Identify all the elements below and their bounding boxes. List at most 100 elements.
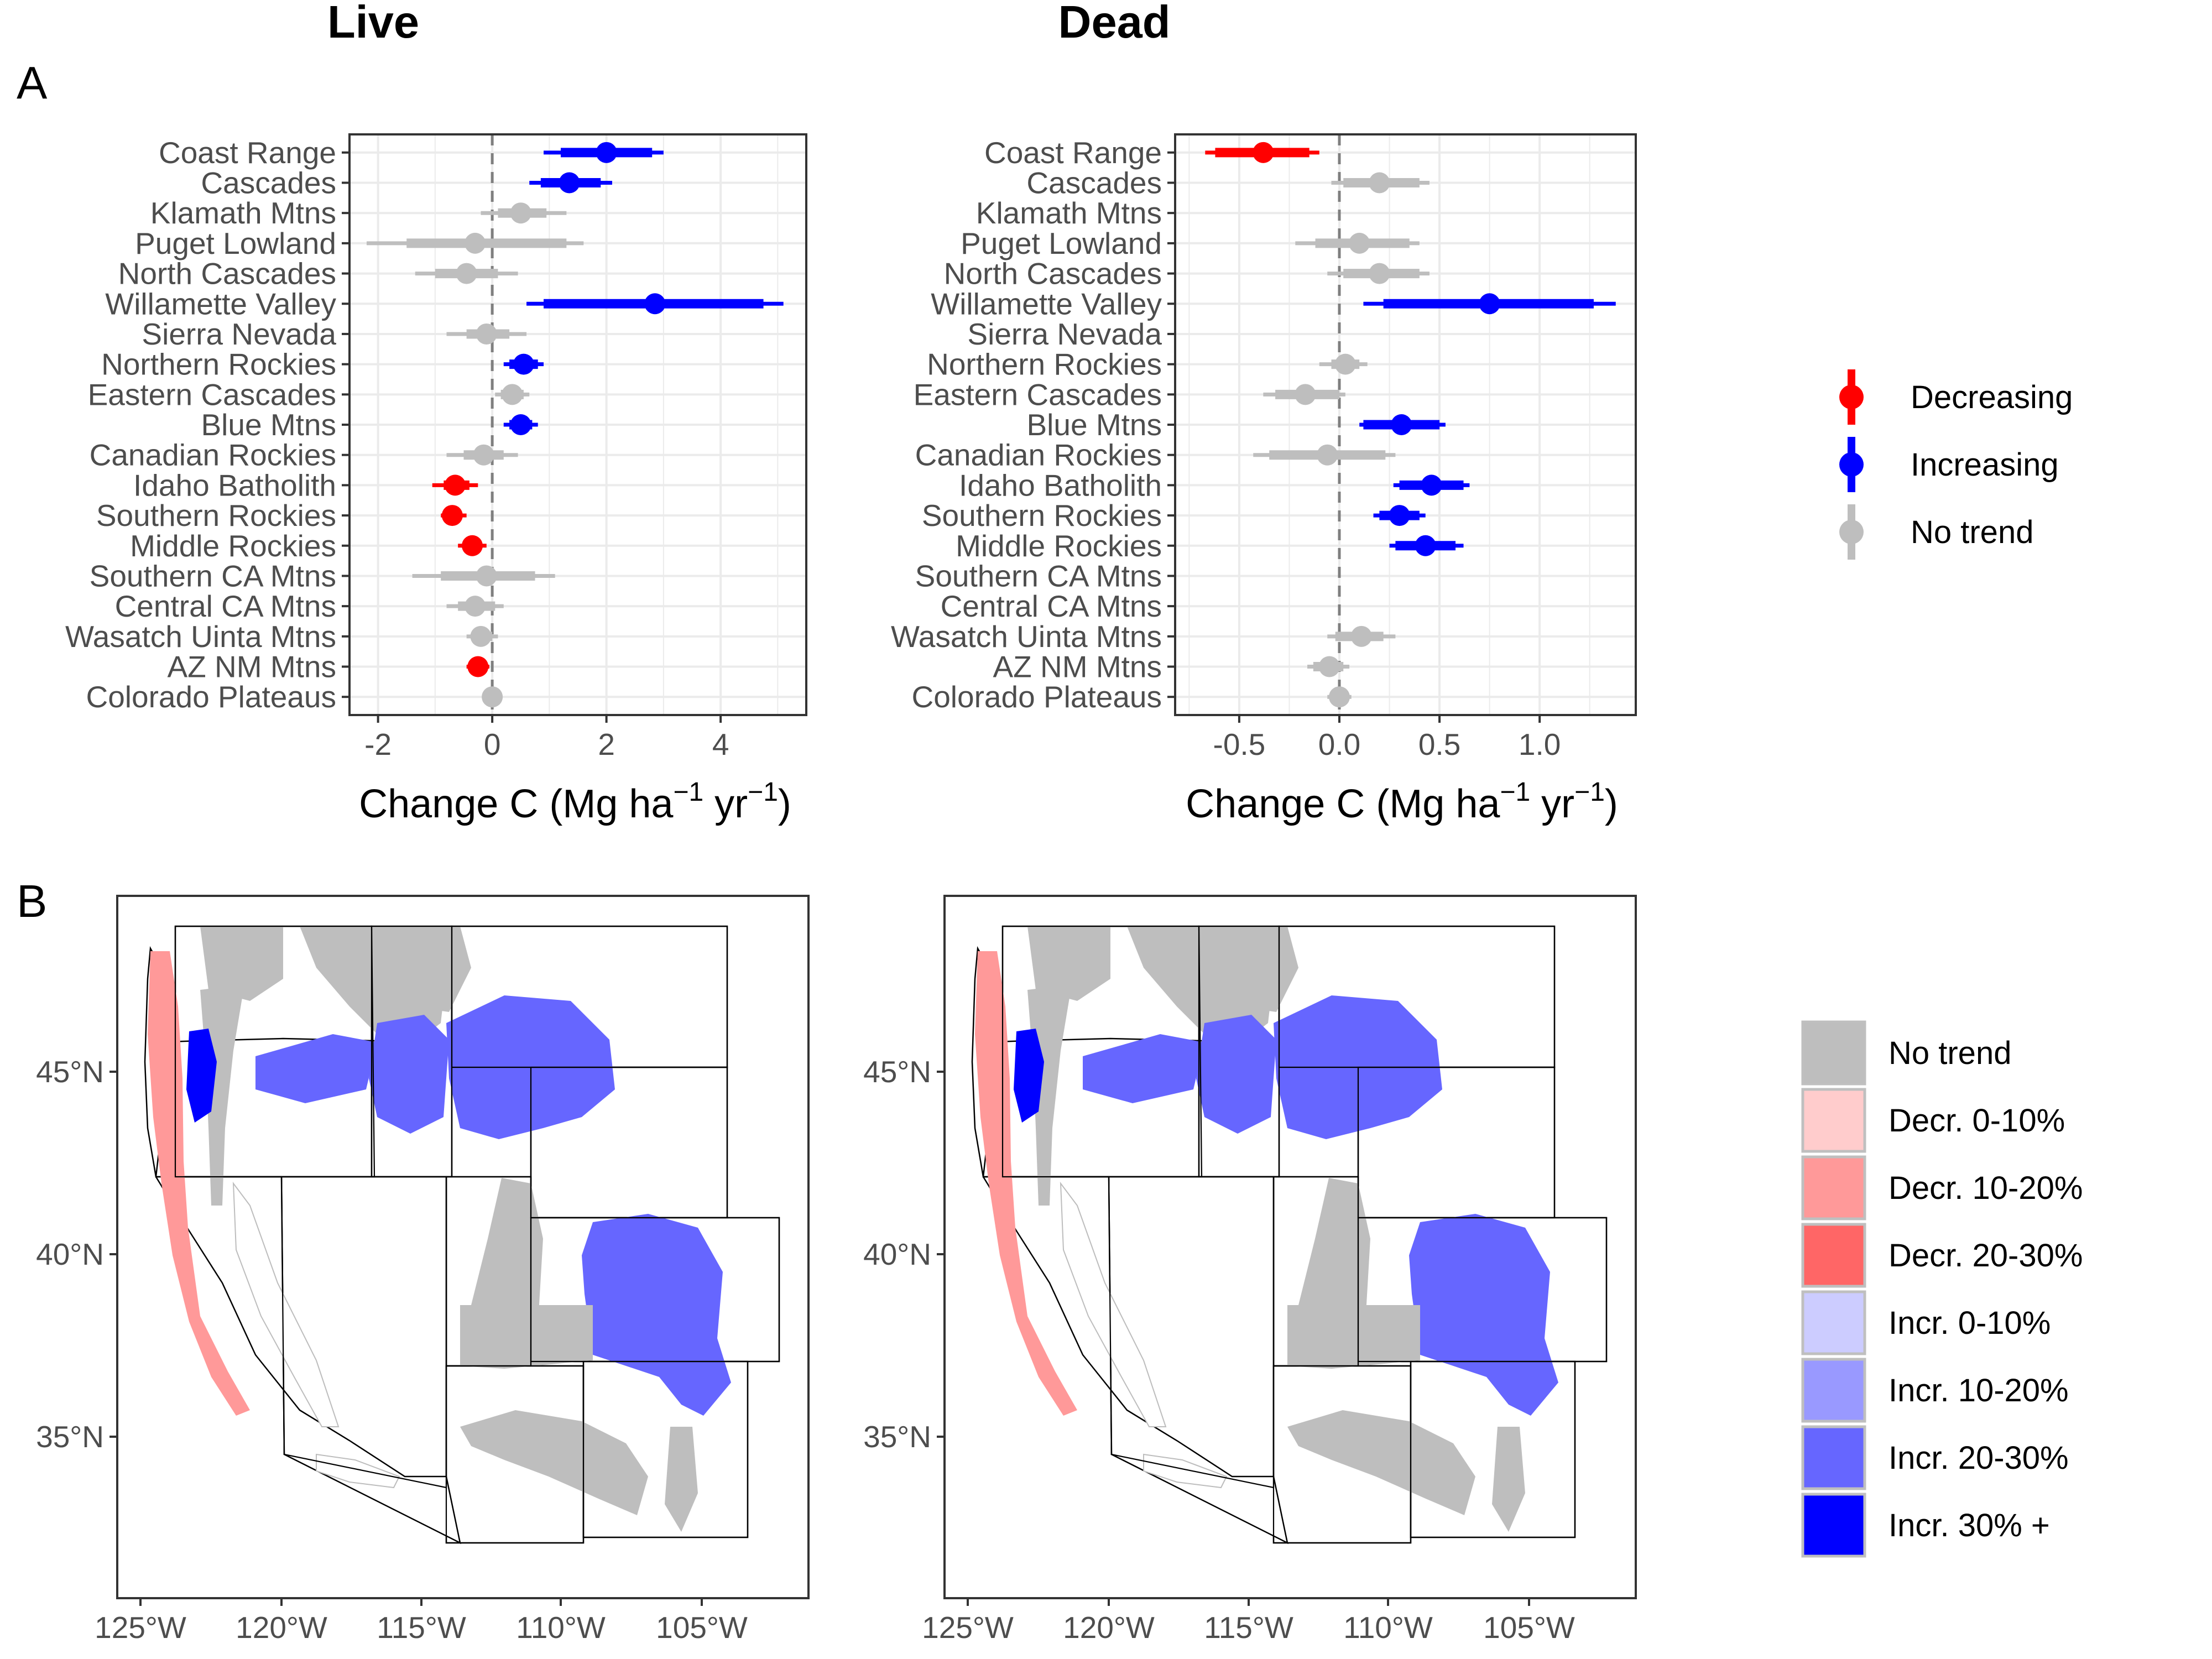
y-tick-label: AZ NM Mtns [167, 650, 336, 684]
y-tick-label: Colorado Plateaus [86, 680, 336, 714]
point-estimate [1421, 474, 1442, 496]
point-estimate [467, 656, 489, 677]
point-estimate [445, 474, 466, 496]
ecoregion-az-nm-2 [1492, 1427, 1525, 1532]
y-tick-label: Canadian Rockies [90, 438, 336, 472]
ecoregion-southern-ca [316, 1453, 400, 1489]
legend-swatch [1801, 1493, 1866, 1558]
point-estimate [1317, 444, 1338, 466]
lon-tick-label: 125°W [922, 1610, 1014, 1645]
legend-swatch [1801, 1290, 1866, 1355]
y-tick-label: Cascades [201, 166, 336, 200]
lon-tick-label: 120°W [1063, 1610, 1155, 1645]
lat-tick-label: 40°N [863, 1237, 931, 1271]
legend-swatch [1801, 1358, 1866, 1423]
point-estimate [510, 202, 531, 224]
ecoregion-north-cascades [200, 926, 283, 1001]
x-tick-label: 0.5 [1418, 727, 1460, 761]
ecoregion-southern-rockies [582, 1214, 731, 1416]
point-estimate [1318, 656, 1340, 677]
y-tick-label: Coast Range [159, 135, 336, 170]
y-tick-label: Central CA Mtns [941, 589, 1162, 623]
ecoregion-southern-ca [1143, 1453, 1228, 1489]
y-tick-label: Willamette Valley [105, 286, 336, 321]
title-live: Live [327, 0, 419, 48]
y-tick-label: Middle Rockies [130, 529, 336, 563]
lat-tick-label: 45°N [863, 1055, 931, 1089]
ecoregion-blue-mtns [255, 1034, 377, 1103]
trend-legend: Decreasing Increasing No trend [1839, 369, 2073, 560]
legend-label: Decr. 20-30% [1888, 1238, 2083, 1274]
ecoregion-north-cascades [1027, 926, 1110, 1001]
panel-letter-a: A [17, 57, 48, 108]
y-tick-label: Coast Range [984, 135, 1162, 170]
x-tick-label: -0.5 [1213, 727, 1266, 761]
lon-tick-label: 110°W [516, 1610, 606, 1645]
ecoregion-az-nm-2 [665, 1427, 698, 1532]
x-tick-label: 0 [484, 727, 501, 761]
point-estimate [476, 323, 497, 345]
legend-label: No trend [1911, 514, 2033, 550]
y-tick-label: Southern CA Mtns [915, 559, 1162, 593]
map-frame [943, 895, 1637, 1599]
y-tick-label: Wasatch Uinta Mtns [891, 619, 1162, 654]
x-axis-title-live: Change C (Mg ha−1 yr−1) [359, 778, 791, 826]
y-tick-label: Central CA Mtns [115, 589, 336, 623]
x-tick-label: -2 [364, 727, 392, 761]
lon-tick-label: 125°W [95, 1610, 186, 1645]
panel-letter-b: B [17, 875, 47, 927]
point-estimate [1415, 535, 1436, 556]
legend-key-point [1839, 520, 1864, 544]
y-tick-label: Blue Mtns [201, 408, 336, 442]
point-estimate [470, 625, 492, 647]
point-estimate [1334, 353, 1356, 375]
y-tick-label: Klamath Mtns [976, 196, 1162, 230]
title-dead: Dead [1058, 0, 1171, 48]
point-estimate [476, 565, 497, 587]
y-tick-label: Middle Rockies [956, 529, 1162, 563]
fill-legend: No trend Decr. 0-10% Decr. 10-20% Decr. 20-… [1801, 1020, 2083, 1558]
legend-label: Incr. 0-10% [1888, 1305, 2051, 1341]
y-tick-label: Willamette Valley [931, 286, 1162, 321]
ecoregion-southern-rockies [1409, 1214, 1558, 1416]
point-estimate [441, 505, 463, 526]
plot-border [1174, 133, 1637, 716]
y-tick-label: Wasatch Uinta Mtns [65, 619, 336, 654]
point-estimate [1349, 232, 1370, 254]
map-frame [116, 895, 810, 1599]
point-estimate [473, 444, 494, 466]
lat-tick-label: 45°N [36, 1055, 104, 1089]
y-tick-label: Colorado Plateaus [911, 680, 1162, 714]
ecoregion-idaho-batholith [369, 1015, 449, 1134]
y-tick-label: Klamath Mtns [150, 196, 336, 230]
ecoregion-willamette [1014, 1029, 1044, 1123]
ecoregion-colorado-plateau [1287, 1305, 1420, 1369]
state-border [1357, 1217, 1608, 1363]
point-estimate [1391, 414, 1412, 435]
y-tick-label: Idaho Batholith [959, 468, 1162, 502]
state-border [445, 1365, 585, 1544]
lat-tick-label: 35°N [36, 1420, 104, 1454]
legend-label: Incr. 20-30% [1888, 1440, 2069, 1476]
y-tick-label: Northern Rockies [927, 347, 1162, 382]
ecoregion-coast-range [148, 951, 250, 1416]
point-estimate [1369, 263, 1390, 284]
legend-swatch [1801, 1088, 1866, 1153]
state-border [1410, 1360, 1576, 1538]
y-tick-label: AZ NM Mtns [993, 650, 1162, 684]
y-tick-label: Sierra Nevada [142, 317, 336, 351]
ecoregion-coast-range [975, 951, 1077, 1416]
ecoregion-canadian-rockies [377, 926, 471, 1012]
y-tick-label: North Cascades [944, 257, 1162, 291]
ecoregion-sierra [232, 1181, 340, 1427]
lon-tick-label: 120°W [236, 1610, 327, 1645]
y-tick-label: Eastern Cascades [914, 377, 1162, 411]
x-tick-label: 4 [712, 727, 729, 761]
state-border [530, 1217, 780, 1363]
ecoregion-blue-mtns [1083, 1034, 1204, 1103]
lon-tick-label: 110°W [1343, 1610, 1433, 1645]
point-estimate [461, 535, 483, 556]
y-tick-label: Northern Rockies [101, 347, 336, 382]
